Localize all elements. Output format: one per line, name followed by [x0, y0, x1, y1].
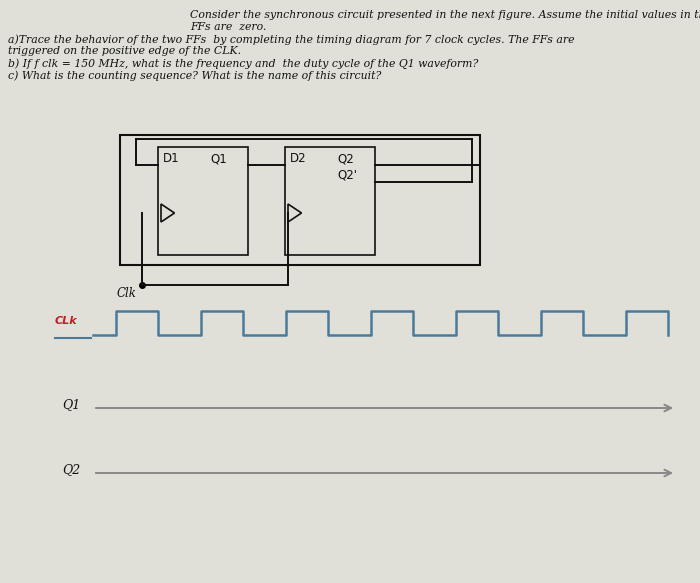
Bar — [120, 135, 480, 265]
Bar — [158, 147, 248, 255]
Text: triggered on the positive edge of the CLK.: triggered on the positive edge of the CL… — [8, 46, 241, 56]
Text: c) What is the counting sequence? What is the name of this circuit?: c) What is the counting sequence? What i… — [8, 70, 382, 80]
Text: FFs are  zero.: FFs are zero. — [190, 22, 267, 32]
Text: Q2': Q2' — [337, 169, 357, 182]
Text: b) If f clk = 150 MHz, what is the frequency and  the duty cycle of the Q1 wavef: b) If f clk = 150 MHz, what is the frequ… — [8, 58, 478, 69]
Text: D1: D1 — [163, 152, 180, 165]
Text: Clk: Clk — [116, 287, 136, 300]
Text: Q2: Q2 — [62, 463, 80, 476]
Bar — [285, 147, 375, 255]
Text: Consider the synchronous circuit presented in the next figure. Assume the initia: Consider the synchronous circuit present… — [190, 10, 700, 20]
Text: CLk: CLk — [55, 316, 78, 326]
Text: D2: D2 — [290, 152, 307, 165]
Text: Q1: Q1 — [210, 152, 227, 165]
Text: Q1: Q1 — [62, 398, 80, 411]
Text: a)Trace the behavior of the two FFs  by completing the timing diagram for 7 cloc: a)Trace the behavior of the two FFs by c… — [8, 34, 575, 44]
Text: Q2: Q2 — [337, 152, 354, 165]
